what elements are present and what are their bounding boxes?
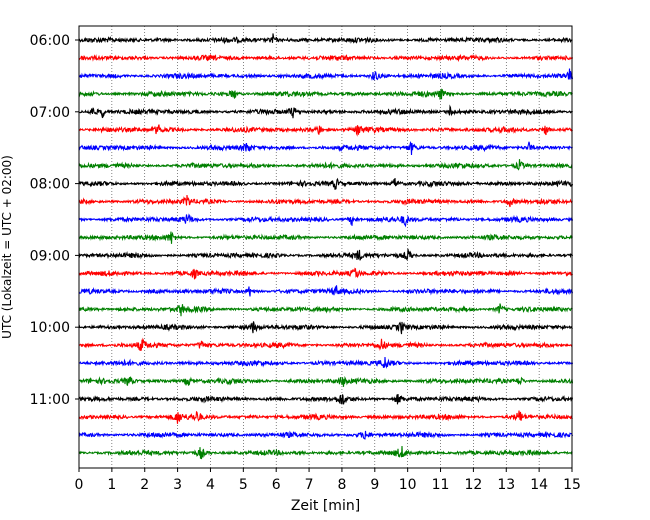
x-tick-label: 3 — [173, 477, 182, 493]
y-tick-label: 06:00 — [30, 33, 70, 49]
trace-row — [78, 159, 573, 171]
trace-row — [78, 375, 574, 387]
trace-rows — [78, 33, 574, 460]
trace-row — [78, 430, 574, 440]
x-tick-label: 7 — [305, 477, 314, 493]
y-tick-label: 07:00 — [30, 105, 70, 121]
trace-row — [78, 194, 573, 208]
trace-row — [78, 356, 574, 369]
trace-row — [78, 68, 574, 81]
x-tick-label: 13 — [497, 477, 515, 493]
trace-row — [78, 285, 574, 297]
trace-row — [78, 124, 573, 137]
trace-row — [78, 141, 573, 156]
x-tick-label: 14 — [530, 477, 548, 493]
x-tick-label: 5 — [239, 477, 248, 493]
trace-row — [78, 321, 573, 335]
x-tick-label: 15 — [563, 477, 581, 493]
trace-row — [78, 177, 574, 190]
x-tick-label: 12 — [464, 477, 482, 493]
plot-frame — [78, 25, 573, 469]
trace-row — [78, 410, 573, 424]
y-tick-label: 11:00 — [30, 392, 70, 408]
trace-row — [78, 248, 574, 261]
y-tick-label: 08:00 — [30, 177, 70, 193]
x-tick-label: 11 — [432, 477, 450, 493]
x-axis-ticks: 0 1 2 3 4 5 6 7 8 9 10 11 12 13 14 15 — [75, 468, 581, 493]
x-tick-label: 9 — [370, 477, 379, 493]
trace-row — [78, 445, 573, 460]
x-axis-label: Zeit [min] — [291, 498, 360, 514]
y-axis-label: UTC (Lokalzeit = UTC + 02:00) — [0, 155, 14, 339]
trace-row — [78, 337, 573, 351]
trace-row — [78, 104, 573, 119]
y-tick-label: 10:00 — [30, 320, 70, 336]
x-tick-label: 4 — [206, 477, 215, 493]
x-tick-label: 0 — [75, 477, 84, 493]
trace-row — [78, 303, 573, 317]
x-tick-label: 1 — [107, 477, 116, 493]
x-tick-label: 8 — [337, 477, 346, 493]
trace-row — [78, 213, 574, 228]
vertical-grid — [111, 26, 540, 468]
trace-row — [78, 231, 573, 244]
trace-row — [78, 393, 574, 405]
trace-row — [78, 267, 573, 280]
trace-row — [78, 53, 574, 63]
trace-row — [78, 33, 573, 45]
trace-row — [78, 88, 573, 100]
x-tick-label: 6 — [272, 477, 281, 493]
x-tick-label: 10 — [399, 477, 417, 493]
x-tick-label: 2 — [140, 477, 149, 493]
y-axis-ticks: 06:00 07:00 08:00 09:00 10:00 11:00 — [30, 33, 79, 408]
y-tick-label: 09:00 — [30, 248, 70, 264]
